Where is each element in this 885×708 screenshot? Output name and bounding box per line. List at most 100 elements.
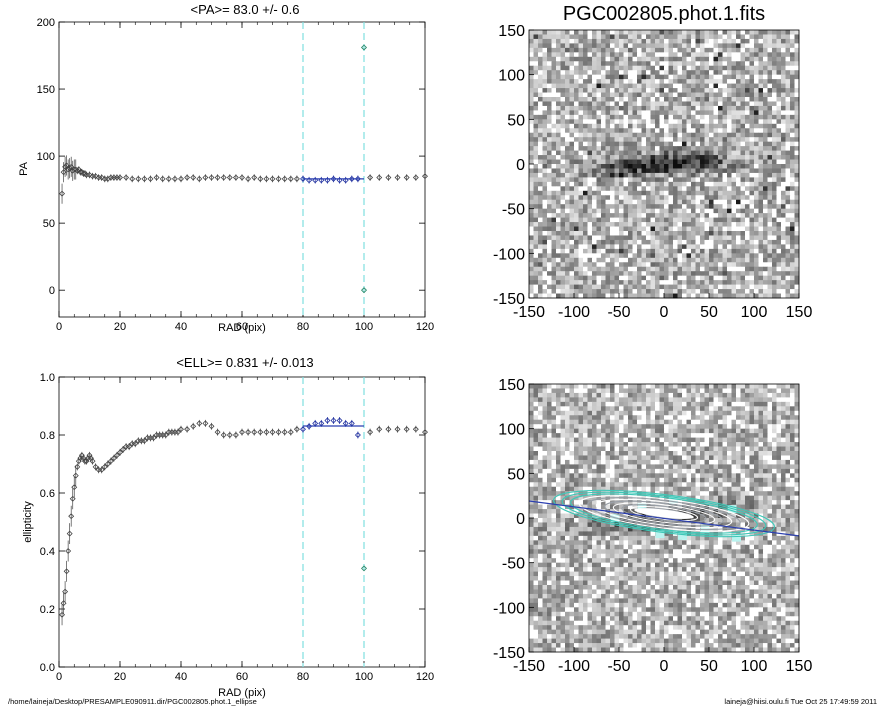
img1-pixel	[727, 65, 732, 71]
img1-pixel	[785, 253, 791, 259]
img1-pixel	[740, 101, 746, 107]
img1-pixel	[637, 65, 642, 71]
img1-pixel	[551, 239, 557, 245]
img2-pixel	[538, 419, 543, 425]
img1-pixel	[565, 217, 570, 223]
img1-pixel	[790, 132, 795, 138]
img1-pixel	[677, 52, 683, 58]
img1-pixel	[542, 146, 548, 151]
img1-pixel	[776, 217, 782, 223]
img1-pixel	[538, 195, 543, 201]
img1-pixel	[614, 79, 620, 84]
img1-pixel	[587, 226, 593, 232]
img2-pixel	[727, 424, 732, 430]
img1-pixel	[650, 141, 656, 147]
img1-pixel	[691, 105, 696, 111]
img2-pixel	[772, 401, 777, 407]
img1-pixel	[785, 257, 791, 263]
image-title: PGC002805.phot.1.fits	[563, 3, 765, 25]
img1-pixel	[560, 56, 566, 62]
img2-pixel	[772, 424, 777, 430]
img1-pixel	[763, 79, 768, 84]
img2-pixel	[664, 388, 669, 394]
img1-pixel	[556, 47, 561, 53]
img1-pixel	[542, 284, 548, 290]
img1-pixel	[556, 128, 561, 134]
img2-pixel	[772, 406, 777, 412]
img1-pixel	[682, 97, 687, 102]
img1-pixel	[691, 275, 696, 281]
img1-pixel	[659, 159, 665, 165]
img1-pixel	[763, 275, 768, 281]
img2-pixel	[632, 415, 638, 421]
img1-pixel	[794, 284, 800, 290]
img1-pixel	[560, 83, 566, 89]
img1-pixel	[623, 190, 629, 196]
img1-pixel	[682, 83, 687, 89]
img1-pixel	[722, 47, 728, 53]
img1-pixel	[587, 257, 593, 263]
img1-pixel	[583, 159, 588, 165]
img1-pixel	[772, 132, 777, 138]
img1-pixel	[709, 61, 714, 67]
img1-pixel	[659, 123, 665, 129]
img2-pixel	[731, 433, 737, 438]
img1-pixel	[628, 155, 633, 160]
img1-pixel	[560, 38, 566, 44]
img2-pixel	[704, 410, 710, 416]
img1-pixel	[754, 168, 759, 174]
img1-pixel	[619, 244, 624, 250]
img1-pixel	[538, 65, 543, 71]
img1-pixel	[686, 266, 692, 272]
img1-pixel	[677, 150, 683, 156]
img1-pixel	[533, 172, 539, 178]
img1-pixel	[664, 141, 669, 147]
img1-pixel	[772, 83, 777, 89]
img1-pixel	[776, 253, 782, 259]
img1-pixel	[610, 137, 615, 143]
img1-pixel	[736, 79, 741, 84]
img1-pixel	[722, 155, 728, 160]
img1-pixel	[646, 137, 651, 143]
img1-pixel	[731, 199, 737, 205]
img1-pixel	[529, 114, 534, 120]
img1-pixel	[610, 275, 615, 281]
img1-pixel	[628, 217, 633, 223]
img1-pixel	[659, 190, 665, 196]
img2-pixel	[781, 419, 786, 425]
img1-pixel	[655, 217, 660, 223]
img1-pixel	[700, 195, 705, 201]
img1-pixel	[592, 208, 597, 214]
img1-pixel	[655, 123, 660, 129]
img1-pixel	[610, 159, 615, 165]
img1-pixel	[583, 132, 588, 138]
img2-pixel	[673, 410, 678, 416]
img1-pixel	[628, 70, 633, 76]
img2-pixel	[682, 392, 687, 398]
img1-pixel	[551, 83, 557, 89]
img1-pixel	[560, 123, 566, 129]
img1-pixel	[781, 150, 786, 156]
ell-data-point	[98, 466, 105, 473]
img1-pixel	[763, 172, 768, 178]
img1-pixel	[551, 226, 557, 232]
img2-pixel	[583, 433, 588, 438]
img1-pixel	[628, 204, 633, 210]
img1-pixel	[592, 204, 597, 210]
img1-pixel	[632, 101, 638, 107]
img1-pixel	[542, 150, 548, 156]
img1-pixel	[794, 257, 800, 263]
img1-pixel	[668, 137, 674, 143]
img1-pixel	[601, 226, 606, 232]
img1-pixel	[610, 231, 615, 236]
img1-pixel	[673, 97, 678, 102]
img2-pixel	[538, 428, 543, 434]
img1-pixel	[646, 70, 651, 76]
img2-pixel	[632, 384, 638, 389]
img1-pixel	[731, 231, 737, 236]
img2-pixel	[695, 406, 701, 412]
img1-pixel	[628, 92, 633, 98]
img1-pixel	[560, 168, 566, 174]
img1-pixel	[610, 128, 615, 134]
img1-pixel	[785, 222, 791, 227]
